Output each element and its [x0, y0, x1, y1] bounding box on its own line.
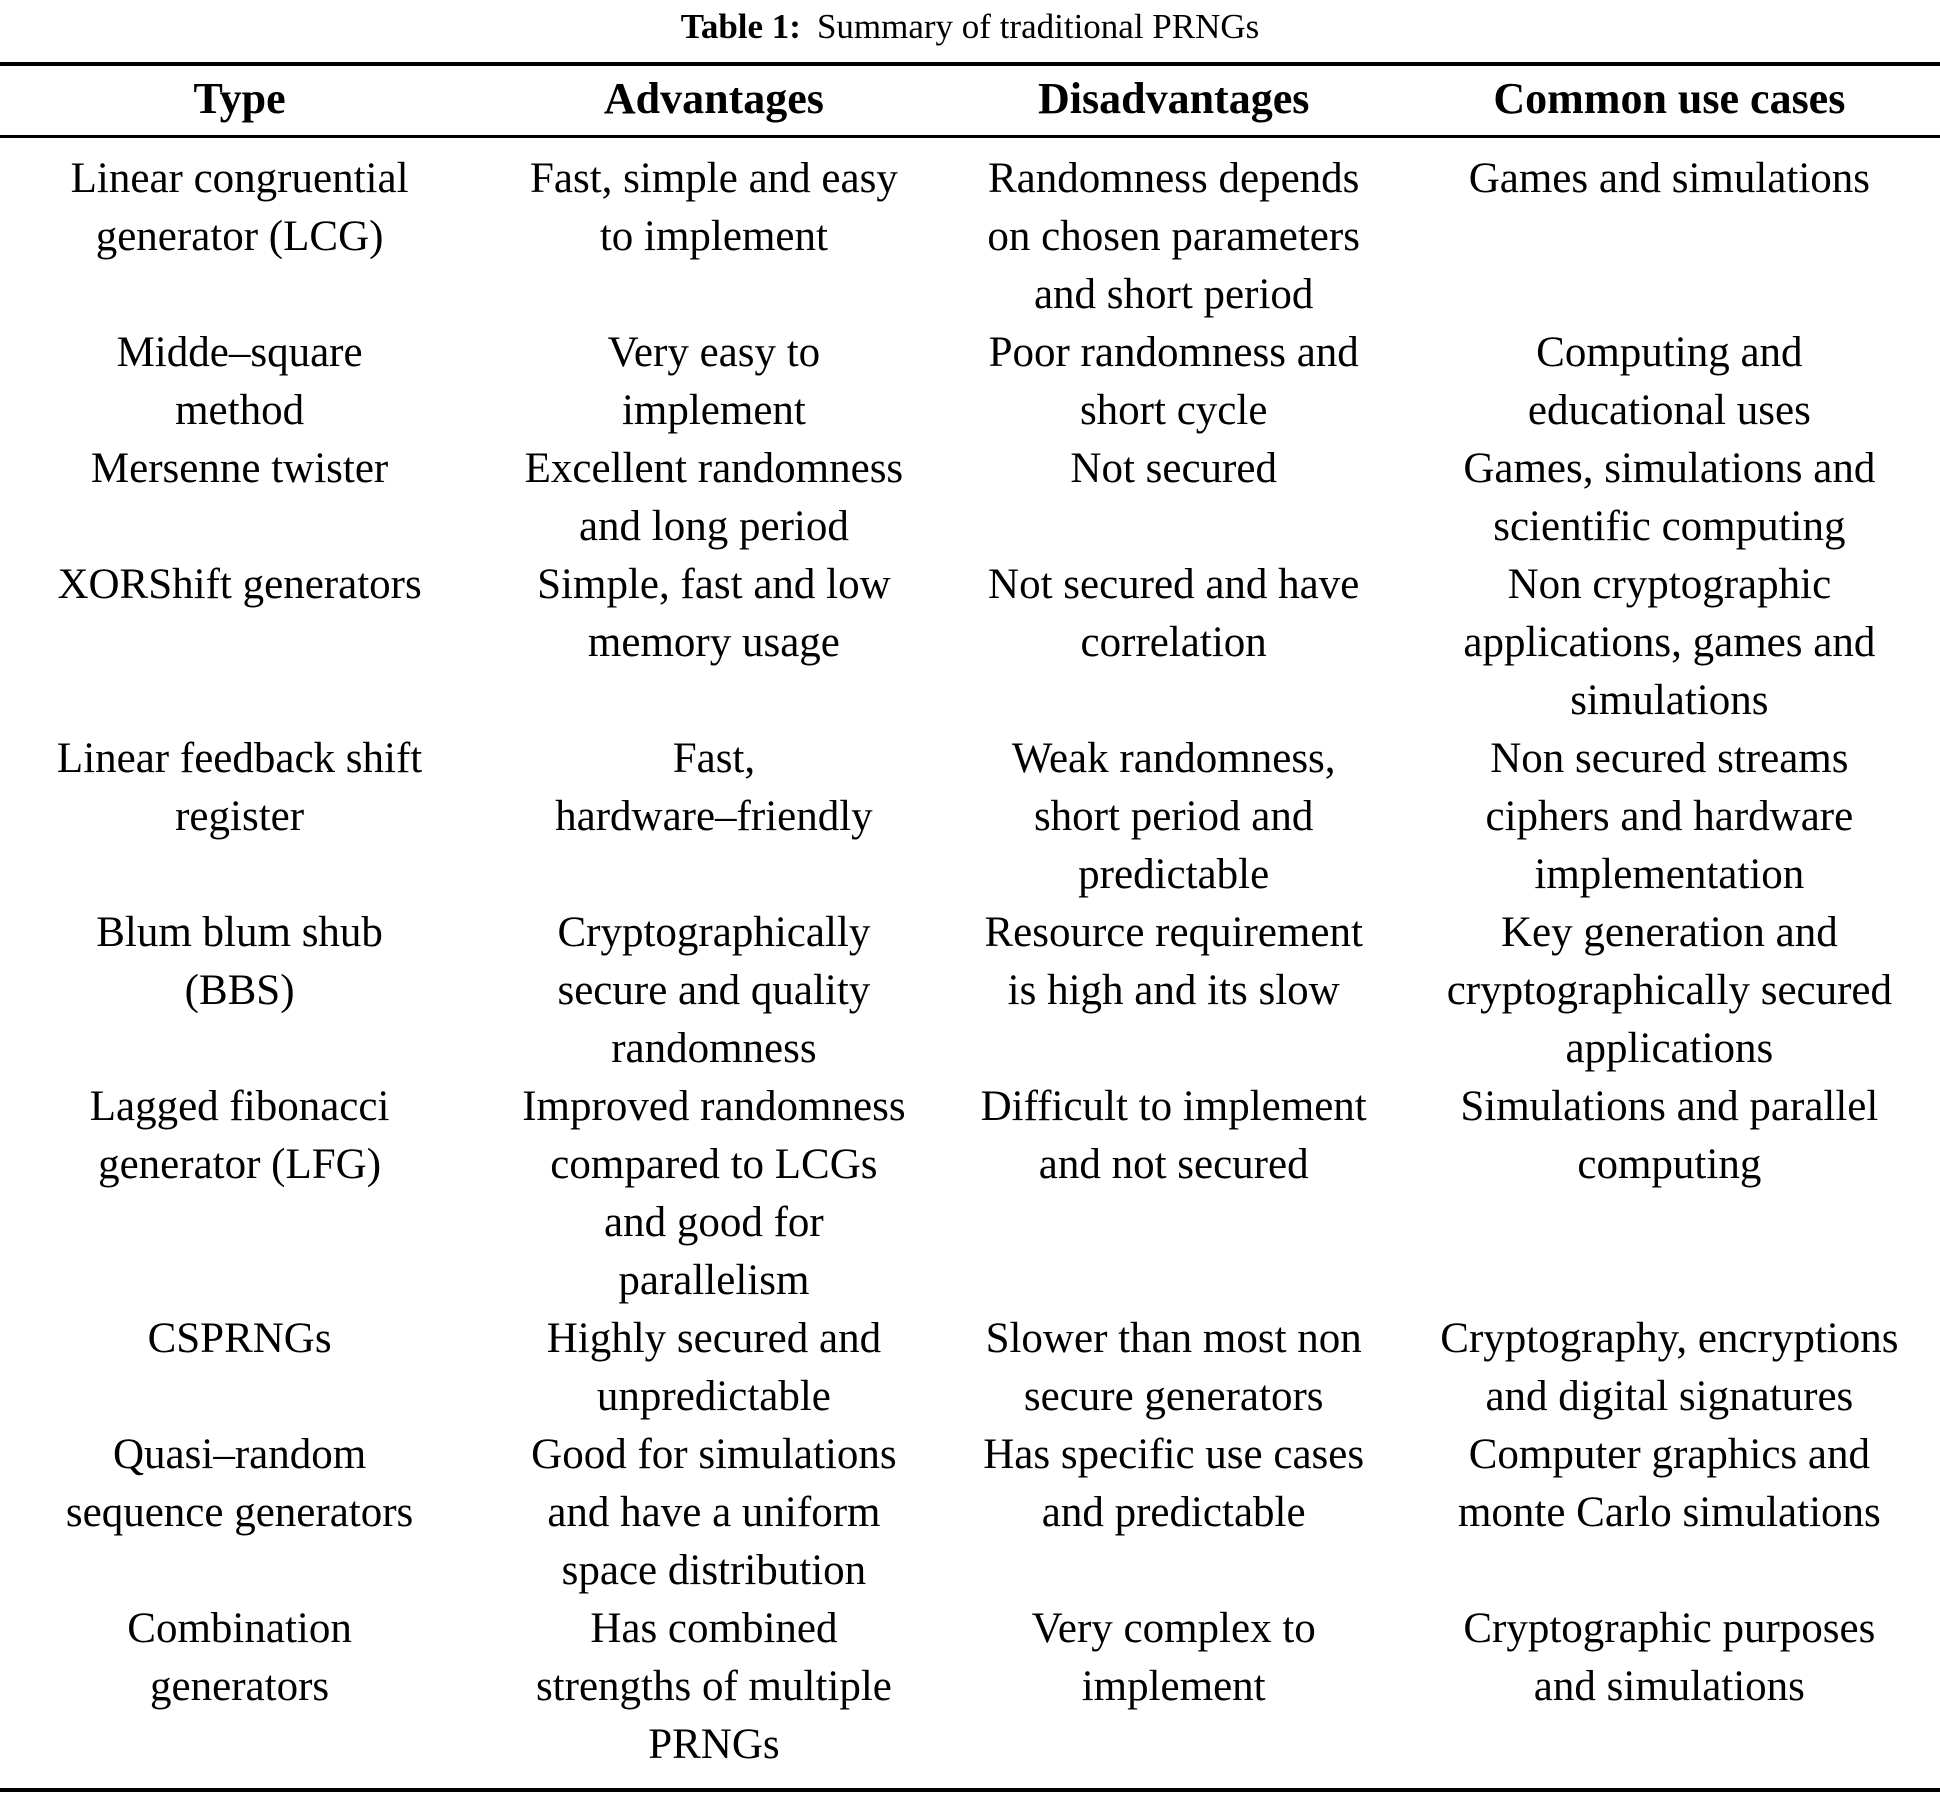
col-header-disadvantages: Disadvantages [948, 64, 1399, 138]
cell-disadvantages: Randomness depends on chosen parameters … [987, 154, 1360, 318]
cell-use-cases: Cryptography, encryptions and digital si… [1440, 1314, 1899, 1420]
cell-use-cases: Non secured streams ciphers and hardware… [1485, 734, 1854, 898]
cell-advantages: Cryptographically secure and quality ran… [557, 908, 871, 1072]
cell-disadvantages: Poor randomness and short cycle [988, 328, 1359, 434]
prng-summary-table: Type Advantages Disadvantages Common use… [0, 62, 1940, 1792]
cell-advantages: Highly secured and unpredictable [546, 1314, 882, 1420]
header-row: Type Advantages Disadvantages Common use… [0, 64, 1940, 138]
table-caption: Table 1: Summary of traditional PRNGs [0, 0, 1940, 48]
cell-advantages: Has combined strengths of multiple PRNGs [535, 1604, 892, 1768]
cell-disadvantages: Resource requirement is high and its slo… [984, 908, 1363, 1014]
cell-type: Midde–square method [116, 328, 363, 434]
cell-advantages: Excellent randomness and long period [524, 444, 904, 550]
table-row-lfg: Lagged fibonacci generator (LFG) Improve… [0, 1078, 1940, 1310]
table-row-lcg: Linear congruential generator (LCG) Fast… [0, 136, 1940, 324]
cell-use-cases: Games, simulations and scientific comput… [1463, 444, 1876, 550]
cell-advantages: Fast, hardware–friendly [555, 734, 873, 840]
cell-type: Combination generators [127, 1604, 352, 1710]
cell-type: XORShift generators [57, 560, 422, 608]
col-header-type: Type [0, 64, 480, 138]
cell-disadvantages: Has specific use cases and predictable [983, 1430, 1365, 1536]
cell-type: CSPRNGs [147, 1314, 332, 1362]
col-header-advantages: Advantages [479, 64, 949, 138]
table-row-mersenne-twister: Mersenne twister Excellent randomness an… [0, 440, 1940, 556]
cell-type: Quasi–random sequence generators [65, 1430, 414, 1536]
cell-type: Lagged fibonacci generator (LFG) [89, 1082, 390, 1188]
cell-advantages: Fast, simple and easy to implement [529, 154, 898, 260]
cell-advantages: Improved randomness compared to LCGs and… [522, 1082, 906, 1304]
cell-type: Blum blum shub (BBS) [96, 908, 383, 1014]
table-row-combination: Combination generators Has combined stre… [0, 1600, 1940, 1790]
cell-type: Linear feedback shift register [56, 734, 423, 840]
cell-advantages: Good for simulations and have a uniform … [531, 1430, 897, 1594]
cell-use-cases: Computing and educational uses [1527, 328, 1811, 434]
table-row-quasi-random: Quasi–random sequence generators Good fo… [0, 1426, 1940, 1600]
cell-use-cases: Computer graphics and monte Carlo simula… [1457, 1430, 1881, 1536]
cell-disadvantages: Weak randomness, short period and predic… [1011, 734, 1336, 898]
table-row-xorshift: XORShift generators Simple, fast and low… [0, 556, 1940, 730]
table-body: Linear congruential generator (LCG) Fast… [0, 136, 1940, 1790]
table-row-middle-square: Midde–square method Very easy to impleme… [0, 324, 1940, 440]
cell-disadvantages: Not secured [1070, 444, 1277, 492]
cell-use-cases: Simulations and parallel computing [1460, 1082, 1879, 1188]
cell-type: Mersenne twister [90, 444, 389, 492]
table-header: Type Advantages Disadvantages Common use… [0, 64, 1940, 138]
table-row-csprngs: CSPRNGs Highly secured and unpredictable… [0, 1310, 1940, 1426]
table-row-bbs: Blum blum shub (BBS) Cryptographically s… [0, 904, 1940, 1078]
cell-type: Linear congruential generator (LCG) [70, 154, 409, 260]
cell-disadvantages: Very complex to implement [1031, 1604, 1316, 1710]
cell-use-cases: Non cryptographic applications, games an… [1463, 560, 1876, 724]
cell-disadvantages: Slower than most non secure generators [985, 1314, 1362, 1420]
table-caption-label: Table 1: [680, 7, 801, 46]
cell-use-cases: Key generation and cryptographically sec… [1446, 908, 1893, 1072]
table-caption-text: Summary of traditional PRNGs [816, 7, 1260, 46]
cell-disadvantages: Not secured and have correlation [988, 560, 1360, 666]
table-row-lfsr: Linear feedback shift register Fast, har… [0, 730, 1940, 904]
cell-use-cases: Cryptographic purposes and simulations [1463, 1604, 1876, 1710]
cell-use-cases: Games and simulations [1468, 154, 1870, 202]
cell-advantages: Very easy to implement [607, 328, 821, 434]
cell-advantages: Simple, fast and low memory usage [537, 560, 891, 666]
cell-disadvantages: Difficult to implement and not secured [980, 1082, 1367, 1188]
col-header-common-use-cases: Common use cases [1398, 64, 1940, 138]
